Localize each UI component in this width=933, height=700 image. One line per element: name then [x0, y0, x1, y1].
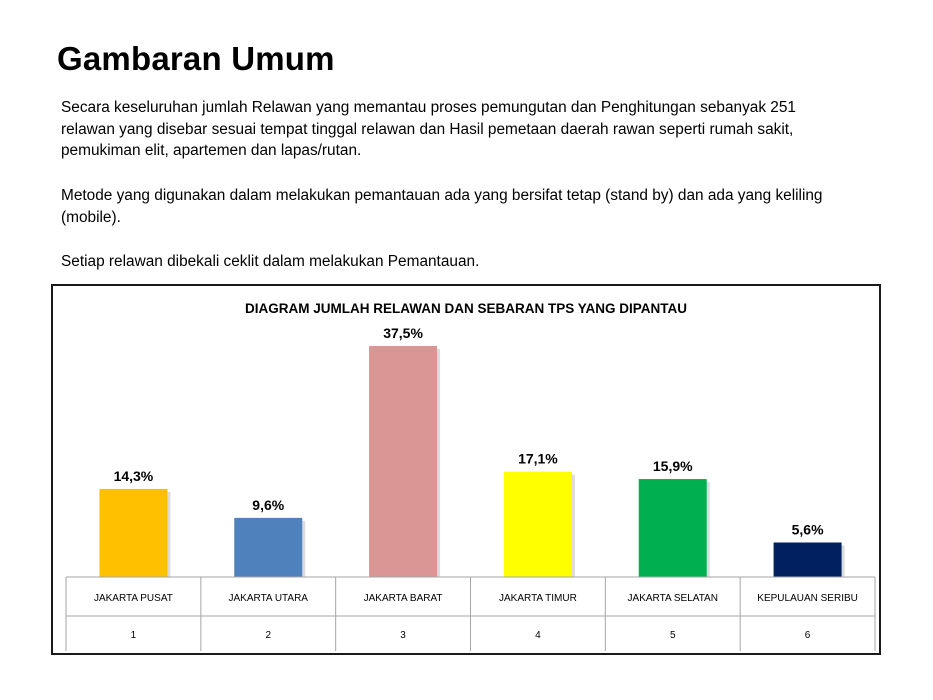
bar-4	[503, 471, 572, 577]
category-label: JAKARTA UTARA	[229, 593, 309, 604]
category-label: JAKARTA TIMUR	[499, 593, 577, 604]
slide-title: Gambaran Umum	[57, 40, 335, 77]
category-number: 1	[131, 630, 137, 641]
bar-chart: DIAGRAM JUMLAH RELAWAN DAN SEBARAN TPS Y…	[65, 301, 876, 651]
bar-2	[234, 517, 303, 577]
data-label: 37,5%	[383, 325, 423, 341]
chart-title: DIAGRAM JUMLAH RELAWAN DAN SEBARAN TPS Y…	[245, 301, 687, 316]
data-label: 17,1%	[518, 451, 558, 467]
category-number: 4	[535, 630, 541, 641]
bar-6	[773, 542, 842, 577]
category-label: JAKARTA PUSAT	[94, 593, 173, 604]
category-label: KEPULAUAN SERIBU	[757, 593, 858, 604]
category-number: 6	[805, 630, 811, 641]
category-number: 2	[265, 630, 271, 641]
category-label: JAKARTA BARAT	[364, 593, 443, 604]
paragraph-volunteers: Secara keseluruhan jumlah Relawan yang m…	[61, 99, 796, 159]
category-number: 3	[400, 630, 406, 641]
data-label: 5,6%	[792, 522, 824, 538]
paragraph-method: Metode yang digunakan dalam melakukan pe…	[61, 187, 823, 226]
bar-3	[369, 346, 438, 577]
data-label: 14,3%	[114, 468, 154, 484]
chart-frame: DIAGRAM JUMLAH RELAWAN DAN SEBARAN TPS Y…	[51, 284, 881, 655]
data-label: 15,9%	[653, 458, 693, 474]
paragraph-checklist: Setiap relawan dibekali ceklit dalam mel…	[61, 253, 480, 270]
category-number: 5	[670, 630, 676, 641]
data-label: 9,6%	[252, 497, 284, 513]
bar-5	[638, 479, 707, 577]
category-label: JAKARTA SELATAN	[628, 593, 718, 604]
bar-1	[99, 488, 168, 577]
